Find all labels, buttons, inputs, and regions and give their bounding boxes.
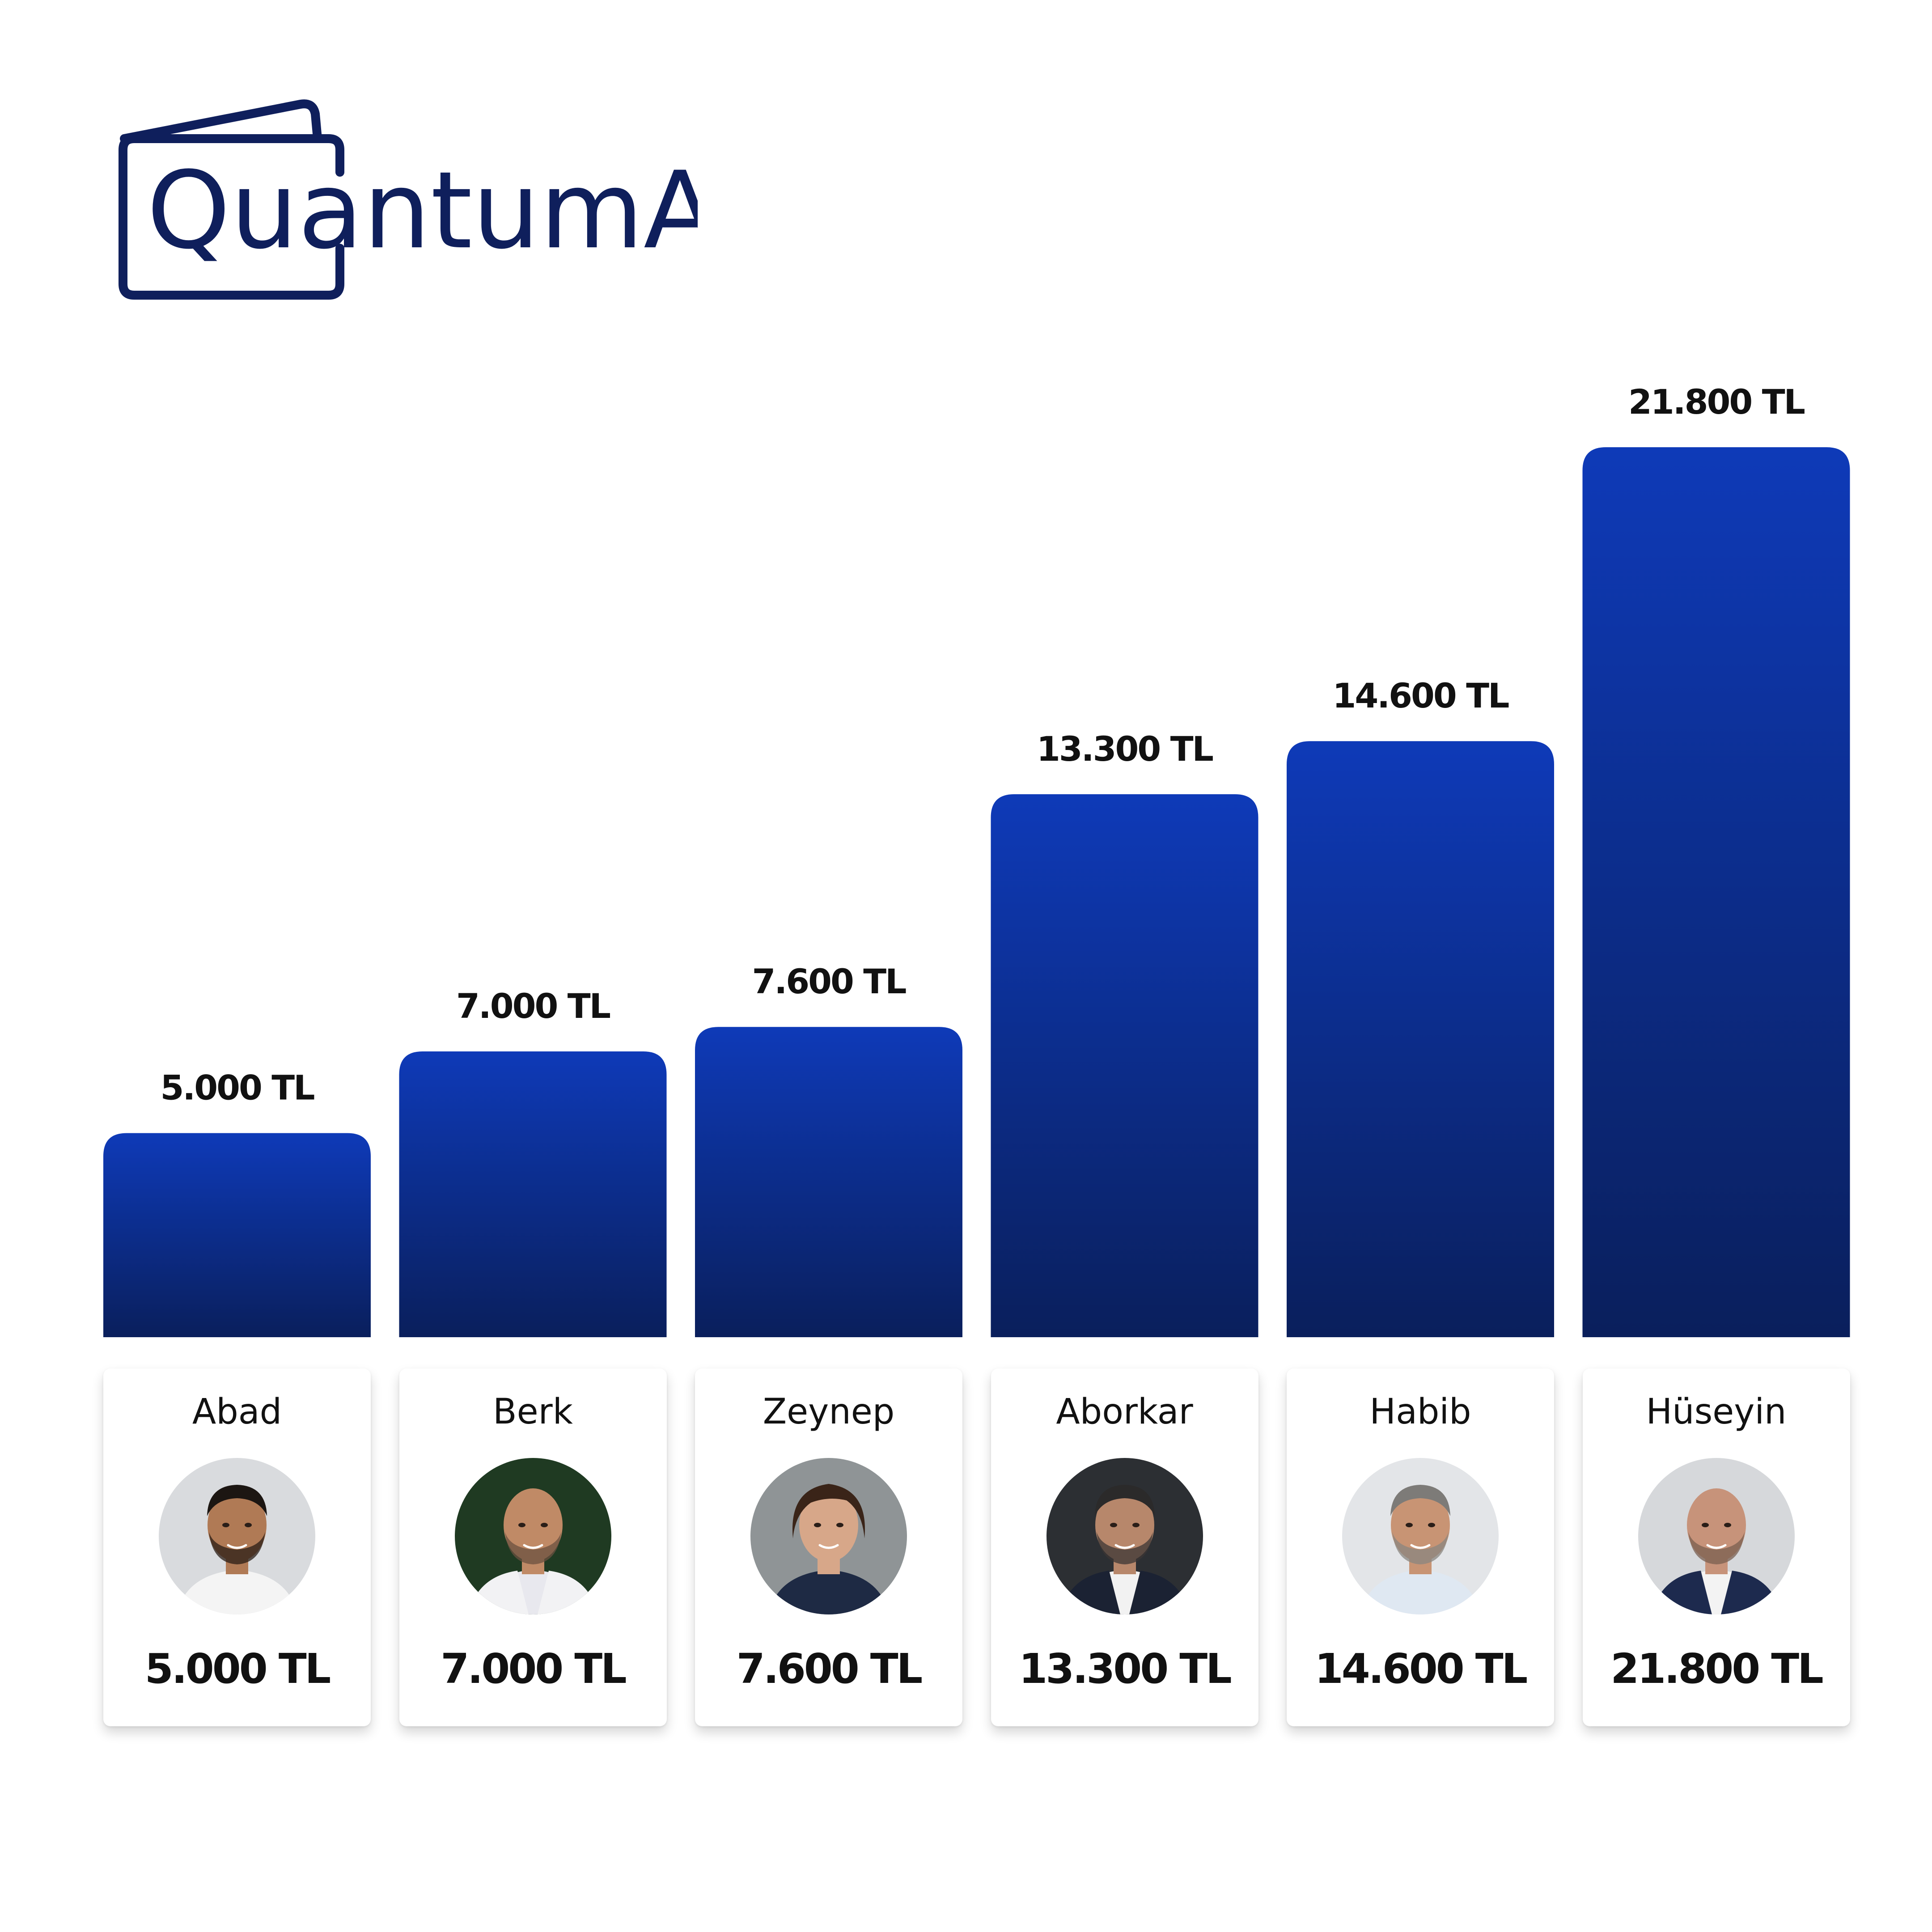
person-value: 13.300 TL	[1019, 1645, 1232, 1693]
bar-zeynep	[695, 1027, 962, 1337]
person-card: Hüseyin 21.800 TL	[1582, 1368, 1850, 1726]
person-name: Hüseyin	[1646, 1392, 1787, 1432]
person-card: Habib 14.600 TL	[1287, 1368, 1554, 1726]
portrait-man-grey-hair-icon	[1342, 1458, 1499, 1614]
bar-value-label: 14.600 TL	[1332, 676, 1509, 716]
person-value: 5.000 TL	[144, 1645, 331, 1693]
bar-value-label: 7.000 TL	[456, 986, 610, 1026]
person-value: 21.800 TL	[1610, 1645, 1823, 1693]
portrait-man-dark-hair-icon	[159, 1458, 315, 1614]
bar-habib	[1287, 741, 1554, 1337]
person-name: Habib	[1369, 1392, 1471, 1432]
person-value: 7.600 TL	[736, 1645, 923, 1693]
person-value: 14.600 TL	[1314, 1645, 1528, 1693]
bar-hüseyin	[1582, 447, 1850, 1337]
person-card: Abad 5.000 TL	[103, 1368, 371, 1726]
person-name: Abad	[192, 1392, 282, 1432]
person-value: 7.000 TL	[441, 1645, 627, 1693]
bar-value-label: 21.800 TL	[1628, 382, 1805, 422]
person-cards: Abad 5.000 TL Berk 7.000 TL Zeynep 7.600 TL Ab…	[0, 1368, 1932, 1749]
bar-value-label: 13.300 TL	[1037, 729, 1213, 769]
person-card: Berk 7.000 TL	[399, 1368, 667, 1726]
bar-value-label: 7.600 TL	[752, 962, 906, 1001]
logo-wordmark: QuantumAI	[147, 149, 698, 273]
bar-berk	[399, 1051, 667, 1337]
person-name: Berk	[493, 1392, 573, 1432]
portrait-man-suit-icon	[1046, 1458, 1203, 1614]
portrait-woman-short-hair-icon	[750, 1458, 907, 1614]
person-card: Zeynep 7.600 TL	[695, 1368, 962, 1726]
bar-value-label: 5.000 TL	[160, 1068, 314, 1108]
bar-chart: 5.000 TL 7.000 TL 7.600 TL 13.300 TL 14.600 …	[103, 382, 1850, 1337]
portrait-man-bald-suit-icon	[1638, 1458, 1795, 1614]
bar-aborkar	[991, 794, 1258, 1337]
portrait-man-bald-white-jacket-icon	[454, 1458, 611, 1614]
person-name: Zeynep	[763, 1392, 895, 1432]
quantumai-logo: QuantumAI	[116, 96, 698, 302]
person-card: Aborkar 13.300 TL	[991, 1368, 1258, 1726]
person-name: Aborkar	[1056, 1392, 1193, 1432]
bar-abad	[103, 1133, 371, 1337]
